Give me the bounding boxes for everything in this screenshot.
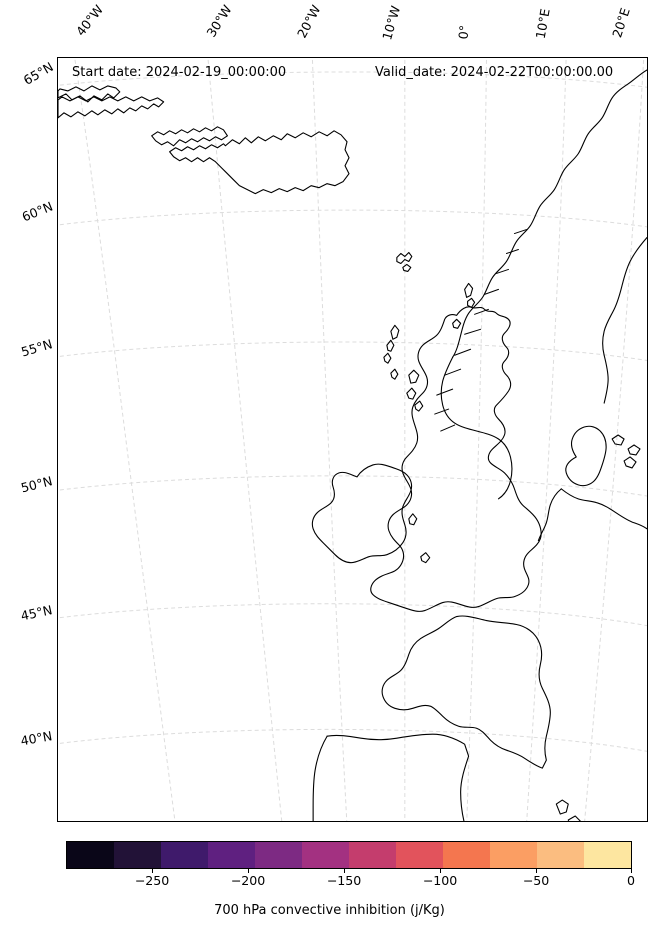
colorbar-tick-mark — [631, 869, 632, 873]
colorbar-segment — [67, 842, 114, 868]
lat-tick-55n: 55°N — [19, 336, 55, 360]
colorbar-tick-mark — [440, 869, 441, 873]
colorbar-segment — [537, 842, 584, 868]
colorbar-segment — [161, 842, 208, 868]
colorbar-tick-mark — [344, 869, 345, 873]
map-drawing — [58, 58, 647, 821]
lon-tick-20e: 20°E — [609, 5, 633, 40]
colorbar-tick-label-0: 0 — [626, 873, 636, 888]
colorbar-segment — [302, 842, 349, 868]
lon-tick-0: 0° — [455, 24, 472, 41]
lat-tick-40n: 40°N — [19, 728, 54, 749]
colorbar-tick-mark — [152, 869, 153, 873]
colorbar-segment — [490, 842, 537, 868]
map-axes: Start date: 2024-02-19_00:00:00 Valid_da… — [57, 57, 648, 822]
lat-tick-45n: 45°N — [19, 602, 54, 624]
colorbar-segment — [114, 842, 161, 868]
valid-date-title: Valid_date: 2024-02-22T00:00:00.00 — [375, 65, 614, 80]
lat-tick-65n: 65°N — [20, 59, 56, 88]
colorbar-tick-label-200: −200 — [230, 873, 266, 888]
colorbar-segment — [443, 842, 490, 868]
colorbar-tick-mark — [536, 869, 537, 873]
lon-tick-30w: 30°W — [203, 2, 235, 40]
colorbar-segment — [349, 842, 396, 868]
colorbar-tick-label-150: −150 — [326, 873, 362, 888]
lon-tick-20w: 20°W — [293, 2, 324, 41]
colorbar-segment — [584, 842, 631, 868]
lon-tick-40w: 40°W — [72, 2, 107, 39]
coastlines — [58, 69, 647, 821]
lat-tick-50n: 50°N — [19, 473, 54, 496]
colorbar-segment — [255, 842, 302, 868]
lat-tick-60n: 60°N — [19, 198, 55, 225]
colorbar-segment — [208, 842, 255, 868]
colorbar-segment — [396, 842, 443, 868]
colorbar-tick-label-100: −100 — [422, 873, 458, 888]
graticule-gridlines — [58, 58, 647, 821]
colorbar-tick-mark — [248, 869, 249, 873]
colorbar-tick-label-250: −250 — [134, 873, 170, 888]
lon-tick-10e: 10°E — [532, 7, 553, 40]
colorbar[interactable] — [66, 841, 632, 869]
start-date-title: Start date: 2024-02-19_00:00:00 — [72, 65, 287, 80]
colorbar-tick-label-50: −50 — [522, 873, 550, 888]
colorbar-axis-label: 700 hPa convective inhibition (j/Kg) — [214, 903, 445, 918]
lon-tick-10w: 10°W — [379, 4, 404, 42]
